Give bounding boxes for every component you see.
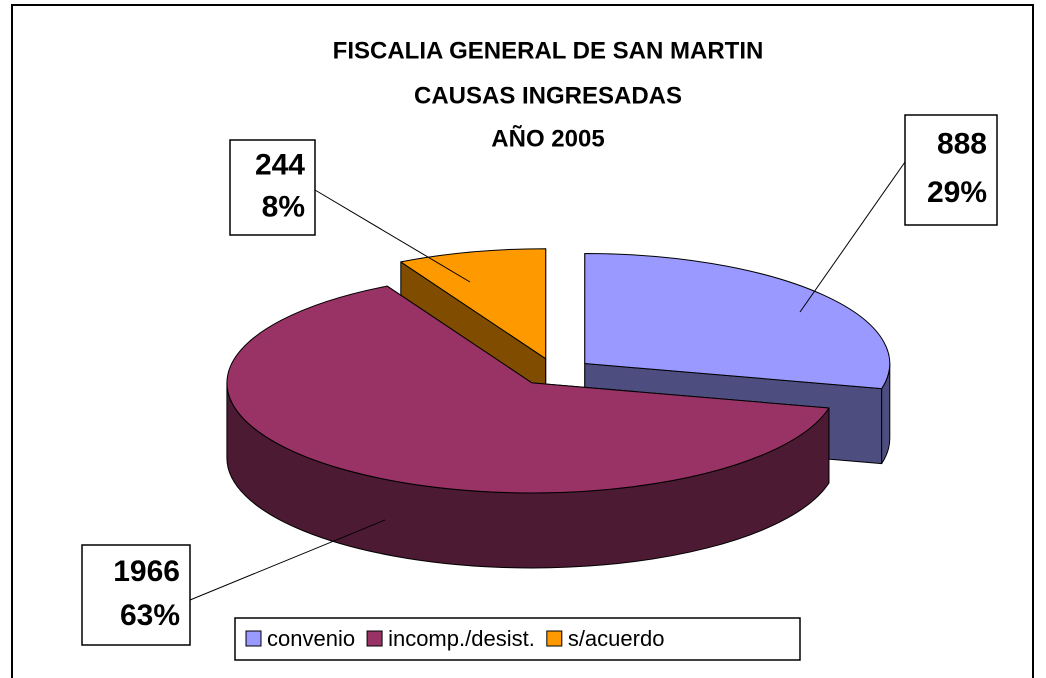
data-label: 1966 bbox=[113, 555, 180, 588]
legend-label: convenio bbox=[267, 626, 355, 651]
legend-swatch bbox=[546, 630, 563, 647]
slice bbox=[400, 248, 547, 360]
label-box bbox=[904, 114, 998, 226]
data-label: 29% bbox=[927, 176, 987, 209]
slice bbox=[584, 253, 891, 390]
legend-label: s/acuerdo bbox=[568, 626, 665, 651]
data-label: 8% bbox=[262, 190, 305, 223]
data-label: 244 bbox=[255, 149, 305, 182]
legend bbox=[234, 617, 801, 661]
data-label: 63% bbox=[120, 599, 180, 632]
chart-title: CAUSAS INGRESADAS bbox=[414, 82, 682, 109]
legend-swatch bbox=[366, 630, 383, 647]
legend-swatch bbox=[245, 630, 262, 647]
chart-title: FISCALIA GENERAL DE SAN MARTIN bbox=[333, 37, 764, 64]
data-label: 888 bbox=[937, 128, 987, 161]
chart-title: AÑO 2005 bbox=[491, 124, 604, 152]
leader-line bbox=[799, 161, 906, 313]
leader-line bbox=[314, 189, 471, 283]
label-box bbox=[229, 139, 316, 236]
slice bbox=[226, 285, 830, 494]
label-box bbox=[81, 544, 191, 646]
legend-label: incomp./desist. bbox=[388, 626, 535, 651]
leader-line bbox=[189, 519, 386, 601]
